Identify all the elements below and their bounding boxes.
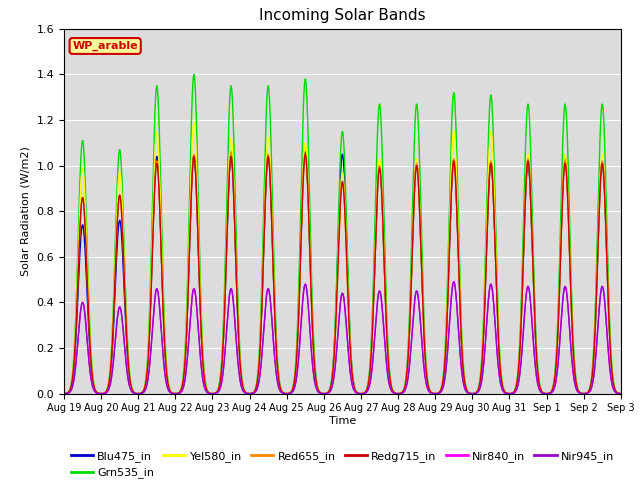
- Line: Red655_in: Red655_in: [64, 152, 621, 394]
- Nir945_in: [450, 279, 458, 285]
- Grn535_in: [60, 391, 68, 396]
- Yel580_in: [179, 376, 187, 382]
- Nir840_in: [499, 387, 506, 393]
- Nir945_in: [173, 391, 181, 396]
- Nir840_in: [615, 391, 623, 396]
- Nir840_in: [269, 324, 276, 330]
- Nir840_in: [60, 391, 68, 396]
- Redg715_in: [60, 391, 68, 396]
- Red655_in: [173, 391, 181, 396]
- Blu475_in: [499, 383, 506, 388]
- Yel580_in: [499, 381, 506, 387]
- Blu475_in: [617, 391, 625, 396]
- Blu475_in: [173, 391, 181, 396]
- Y-axis label: Solar Radiation (W/m2): Solar Radiation (W/m2): [21, 146, 31, 276]
- Redg715_in: [419, 316, 427, 322]
- Nir945_in: [499, 387, 506, 393]
- Yel580_in: [173, 390, 181, 396]
- Yel580_in: [615, 391, 623, 396]
- Nir840_in: [450, 279, 458, 285]
- Red655_in: [499, 383, 506, 388]
- Blu475_in: [179, 378, 187, 384]
- Title: Incoming Solar Bands: Incoming Solar Bands: [259, 9, 426, 24]
- Yel580_in: [190, 120, 198, 125]
- X-axis label: Time: Time: [329, 416, 356, 426]
- Nir945_in: [419, 356, 427, 362]
- Nir840_in: [173, 391, 181, 396]
- Grn535_in: [173, 390, 181, 396]
- Nir945_in: [179, 385, 187, 391]
- Grn535_in: [179, 374, 187, 380]
- Line: Grn535_in: Grn535_in: [64, 74, 621, 394]
- Nir945_in: [269, 324, 276, 330]
- Nir945_in: [617, 391, 625, 396]
- Line: Blu475_in: Blu475_in: [64, 152, 621, 394]
- Yel580_in: [617, 391, 625, 396]
- Redg715_in: [617, 391, 625, 396]
- Redg715_in: [269, 240, 276, 246]
- Line: Nir840_in: Nir840_in: [64, 282, 621, 394]
- Redg715_in: [499, 383, 506, 388]
- Nir945_in: [615, 391, 623, 396]
- Grn535_in: [419, 296, 427, 301]
- Red655_in: [227, 149, 235, 155]
- Yel580_in: [419, 314, 427, 320]
- Red655_in: [617, 391, 625, 396]
- Red655_in: [60, 391, 68, 396]
- Blu475_in: [419, 315, 427, 321]
- Grn535_in: [269, 199, 276, 205]
- Blu475_in: [301, 149, 309, 155]
- Blu475_in: [60, 391, 68, 396]
- Red655_in: [269, 241, 276, 247]
- Redg715_in: [615, 391, 623, 396]
- Red655_in: [179, 378, 187, 384]
- Nir840_in: [419, 356, 427, 362]
- Line: Yel580_in: Yel580_in: [64, 122, 621, 394]
- Text: WP_arable: WP_arable: [72, 41, 138, 51]
- Red655_in: [615, 391, 623, 396]
- Redg715_in: [179, 378, 187, 384]
- Redg715_in: [301, 151, 309, 157]
- Yel580_in: [269, 232, 276, 238]
- Nir840_in: [179, 385, 187, 391]
- Yel580_in: [60, 391, 68, 396]
- Nir840_in: [617, 391, 625, 396]
- Grn535_in: [499, 380, 506, 386]
- Grn535_in: [615, 390, 623, 396]
- Blu475_in: [615, 391, 623, 396]
- Line: Nir945_in: Nir945_in: [64, 282, 621, 394]
- Blu475_in: [269, 240, 276, 246]
- Redg715_in: [173, 391, 181, 396]
- Legend: Blu475_in, Grn535_in, Yel580_in, Red655_in, Redg715_in, Nir840_in, Nir945_in: Blu475_in, Grn535_in, Yel580_in, Red655_…: [66, 446, 619, 480]
- Line: Redg715_in: Redg715_in: [64, 154, 621, 394]
- Grn535_in: [617, 391, 625, 396]
- Red655_in: [419, 315, 427, 321]
- Grn535_in: [190, 72, 198, 77]
- Nir945_in: [60, 391, 68, 396]
